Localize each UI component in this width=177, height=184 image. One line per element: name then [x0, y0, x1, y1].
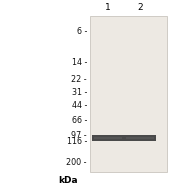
- Text: 14 -: 14 -: [72, 58, 87, 67]
- Bar: [90, 16, 167, 172]
- Text: 44 -: 44 -: [72, 101, 87, 110]
- Bar: [92, 135, 124, 141]
- Text: 200 -: 200 -: [67, 158, 87, 167]
- Bar: [126, 137, 154, 139]
- Bar: [124, 135, 156, 141]
- Text: 2: 2: [137, 3, 143, 13]
- Text: 22 -: 22 -: [71, 75, 87, 84]
- Bar: [94, 137, 122, 139]
- Text: 31 -: 31 -: [72, 88, 87, 97]
- Text: 1: 1: [105, 3, 111, 13]
- Text: kDa: kDa: [58, 176, 78, 184]
- Text: 6 -: 6 -: [77, 27, 87, 36]
- Text: 66 -: 66 -: [72, 116, 87, 125]
- Text: 116 -: 116 -: [67, 137, 87, 146]
- Text: 97 -: 97 -: [71, 131, 87, 140]
